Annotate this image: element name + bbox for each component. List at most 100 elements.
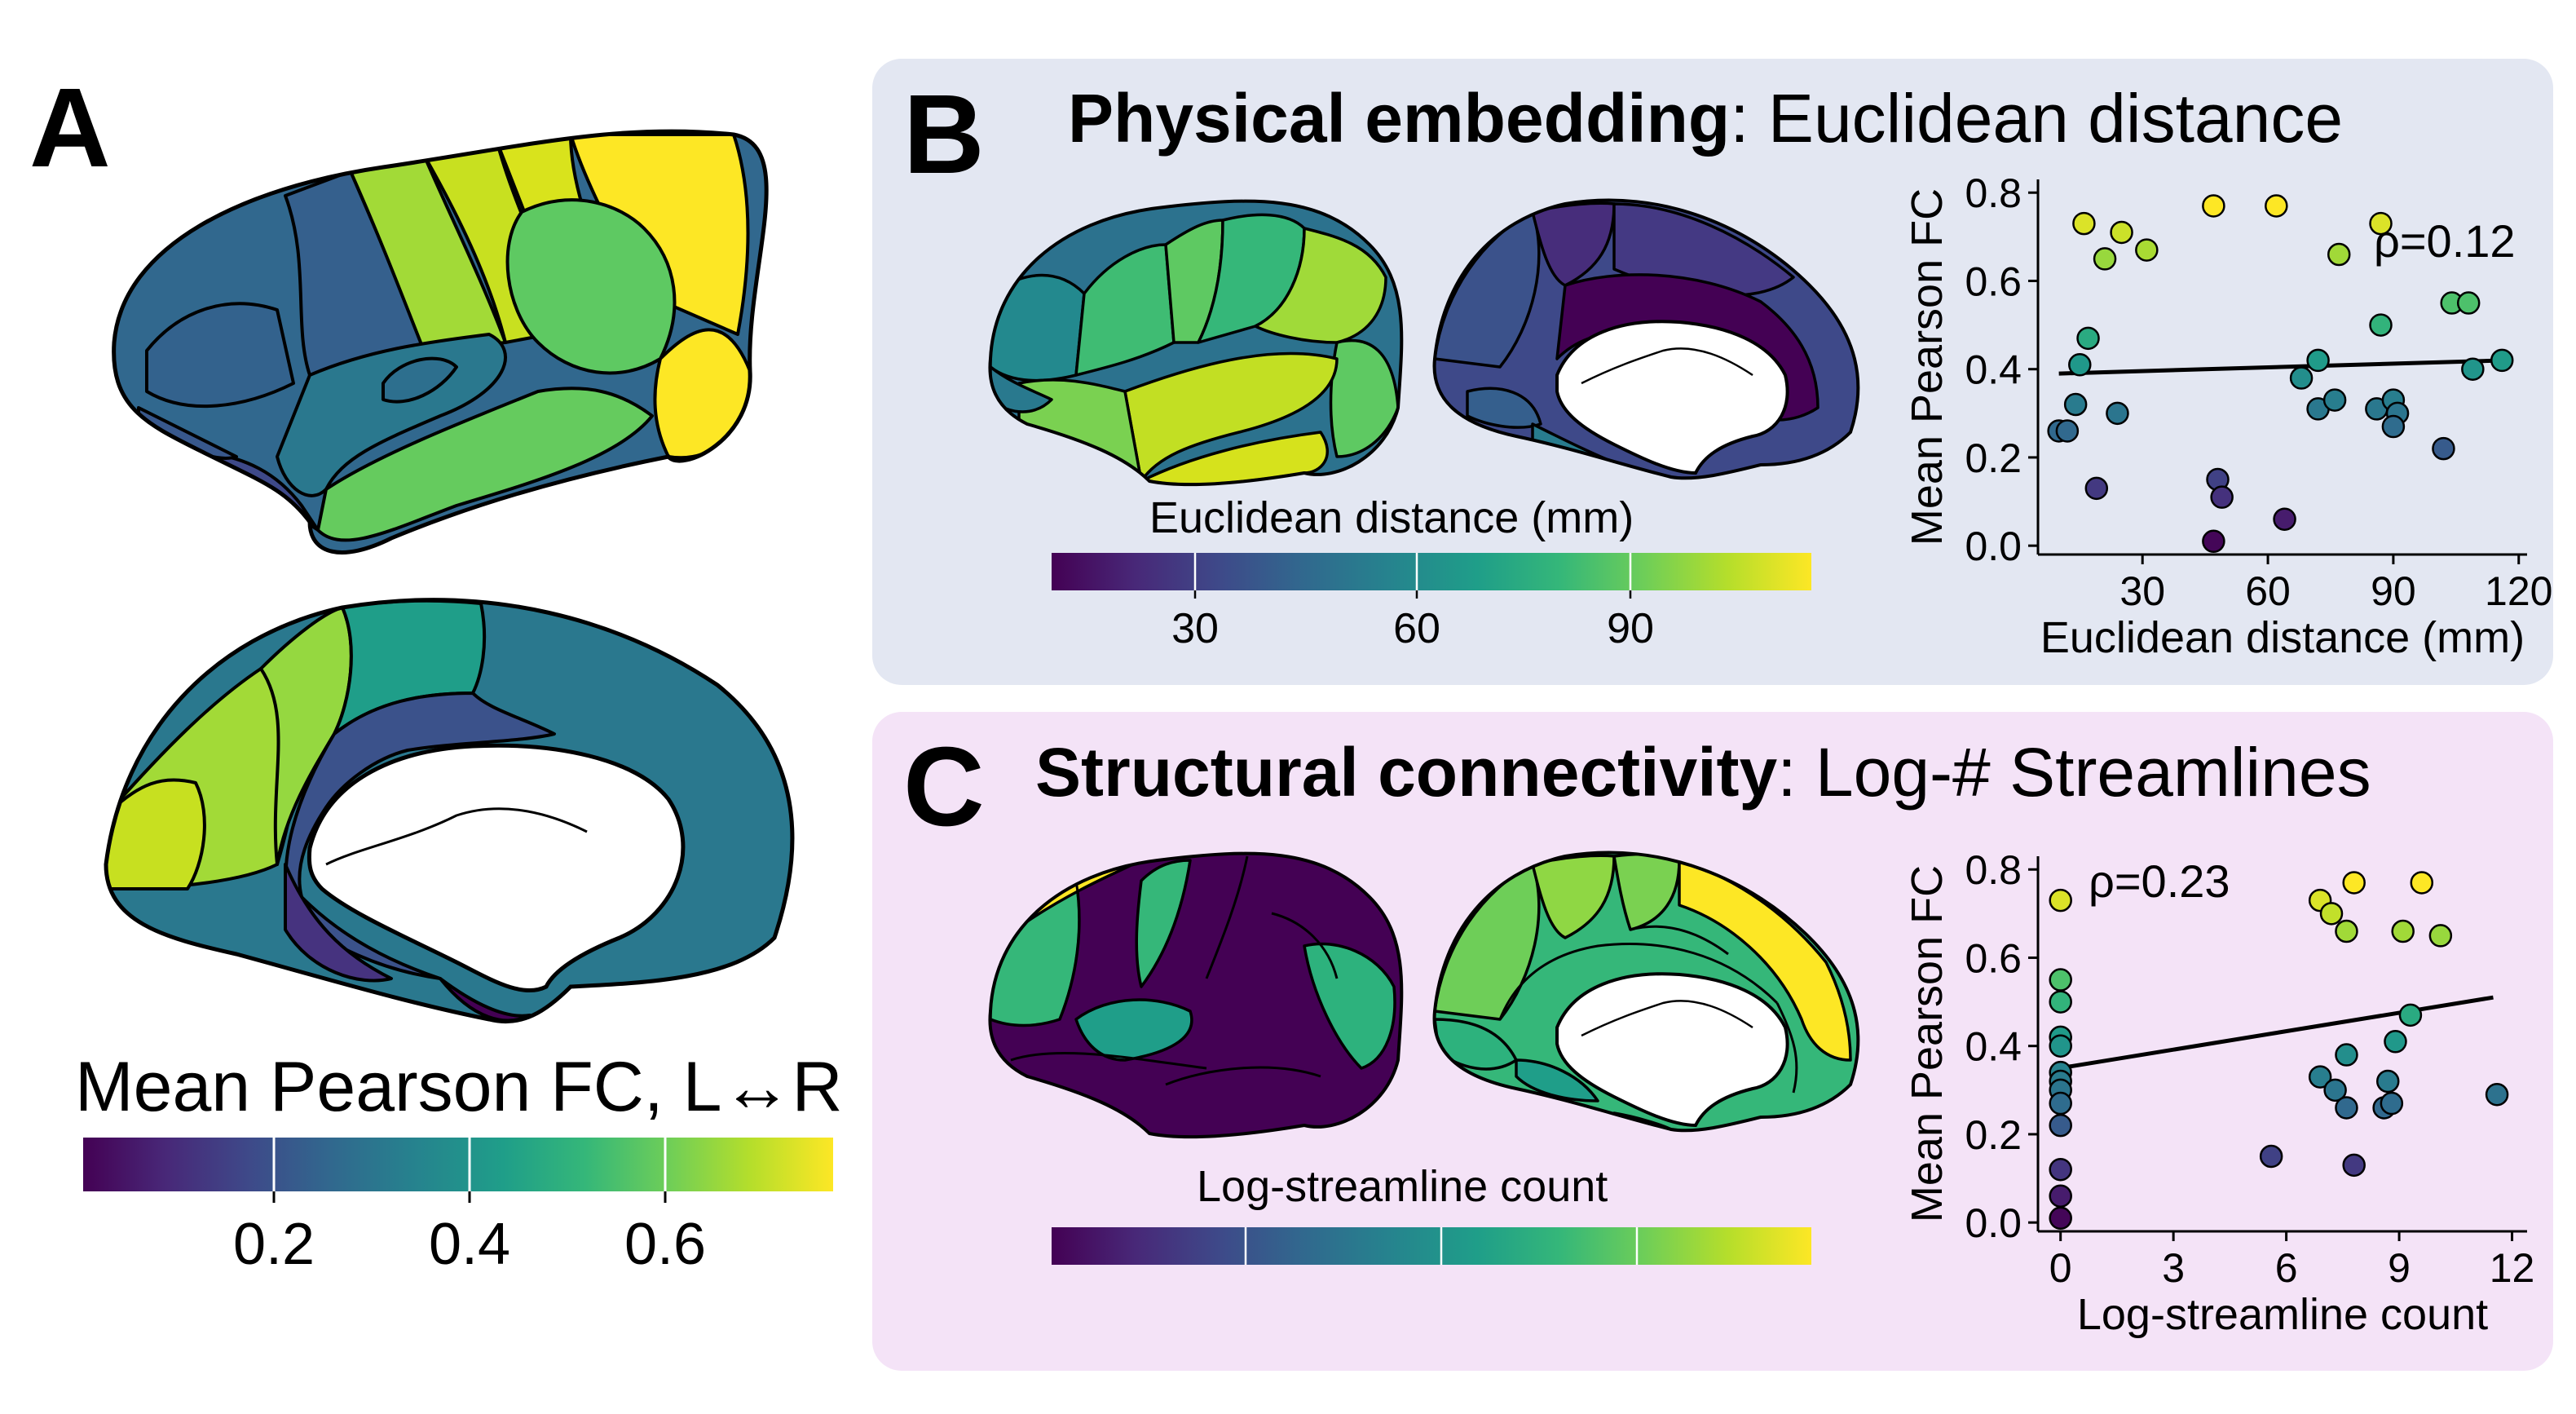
scatter-point bbox=[2342, 1153, 2366, 1178]
panel-c-title-rest: : Log-# Streamlines bbox=[1777, 734, 2371, 811]
scatter-point bbox=[2375, 1069, 2400, 1094]
scatter-point bbox=[2265, 194, 2288, 218]
scatter-point bbox=[2273, 507, 2296, 531]
x-axis-label: Euclidean distance (mm) bbox=[2040, 613, 2525, 662]
x-tick-label: 3 bbox=[2162, 1245, 2185, 1291]
panel-a-colorbar-tick: 0.2 bbox=[233, 1212, 315, 1277]
y-tick-label: 0.4 bbox=[1965, 347, 2022, 393]
scatter-point bbox=[2049, 888, 2072, 912]
scatter-point bbox=[2202, 529, 2225, 554]
scatter-point bbox=[2289, 366, 2314, 390]
scatter-point bbox=[2322, 388, 2347, 412]
scatter-point bbox=[2306, 348, 2330, 373]
x-tick-label: 12 bbox=[2490, 1245, 2535, 1291]
scatter-point bbox=[2063, 392, 2088, 417]
regression-line bbox=[2060, 995, 2494, 1071]
scatter-point bbox=[2485, 1082, 2509, 1107]
scatter-point bbox=[2410, 871, 2434, 895]
scatter-point bbox=[2076, 326, 2100, 351]
scatter-point bbox=[2084, 476, 2109, 501]
scatter-point bbox=[2428, 924, 2453, 948]
scatter-point bbox=[2049, 1113, 2072, 1138]
scatter-point bbox=[2327, 242, 2351, 267]
scatter-point bbox=[2319, 902, 2344, 926]
regression-line bbox=[2058, 358, 2507, 376]
scatter-point bbox=[2391, 919, 2415, 943]
scatter-point bbox=[2369, 211, 2393, 236]
rho-annotation: ρ=0.23 bbox=[2089, 855, 2230, 907]
y-axis-label: Mean Pearson FC bbox=[1903, 865, 1952, 1222]
scatter-point bbox=[2049, 1184, 2072, 1208]
scatter-point bbox=[2335, 919, 2358, 943]
panel-a-letter: A bbox=[29, 65, 111, 191]
panel-a-colorbar-label: Mean Pearson FC, L↔R bbox=[75, 1048, 843, 1126]
panel-b-letter: B bbox=[903, 72, 985, 197]
y-tick-label: 0.0 bbox=[1965, 1200, 2022, 1246]
panel-c-title: Structural connectivity: Log-# Streamlin… bbox=[1035, 738, 2371, 806]
scatter-point bbox=[2110, 220, 2133, 245]
panel-a-colorbar-tick: 0.6 bbox=[624, 1212, 706, 1277]
scatter-point bbox=[2049, 1206, 2072, 1231]
y-tick-label: 0.2 bbox=[1965, 1112, 2022, 1158]
y-tick-label: 0.4 bbox=[1965, 1024, 2022, 1070]
scatter-point bbox=[2049, 990, 2072, 1014]
y-tick-label: 0.0 bbox=[1965, 524, 2022, 569]
scatter-point bbox=[2369, 313, 2393, 337]
panel-b-colorbar-label: Euclidean distance (mm) bbox=[1149, 493, 1634, 542]
scatter-point bbox=[2135, 238, 2159, 262]
y-tick-label: 0.8 bbox=[1965, 170, 2022, 216]
scatter-point bbox=[2049, 1091, 2072, 1116]
scatter-point bbox=[2259, 1144, 2283, 1169]
x-tick-label: 0 bbox=[2049, 1245, 2072, 1291]
panel-c-colorbar-label: Log-streamline count bbox=[1197, 1162, 1608, 1211]
panel-c-letter: C bbox=[903, 724, 985, 850]
y-tick-label: 0.2 bbox=[1965, 435, 2022, 481]
scatter-point bbox=[2490, 348, 2514, 373]
x-axis-label: Log-streamline count bbox=[2077, 1290, 2488, 1339]
x-tick-label: 6 bbox=[2275, 1245, 2298, 1291]
x-tick-label: 120 bbox=[2485, 568, 2552, 614]
panel-b-title: Physical embedding: Euclidean distance bbox=[1068, 84, 2343, 152]
panel-b-colorbar-tick: 60 bbox=[1393, 605, 1440, 652]
panel-b-colorbar-tick: 90 bbox=[1607, 605, 1654, 652]
scatter-point bbox=[2049, 1157, 2072, 1182]
scatter-point bbox=[2049, 1034, 2072, 1058]
panel-c-title-bold: Structural connectivity bbox=[1035, 734, 1778, 811]
x-tick-label: 30 bbox=[2119, 568, 2165, 614]
scatter-point bbox=[2432, 436, 2455, 461]
scatter-point bbox=[2072, 211, 2096, 236]
panel-b-colorbar-tick: 30 bbox=[1171, 605, 1219, 652]
y-tick-label: 0.6 bbox=[1965, 258, 2022, 304]
y-tick-label: 0.8 bbox=[1965, 847, 2022, 893]
scatter-point bbox=[2335, 1096, 2358, 1120]
scatter-point bbox=[2384, 1030, 2407, 1054]
scatter-point bbox=[2323, 1078, 2347, 1102]
y-tick-label: 0.6 bbox=[1965, 935, 2022, 981]
scatter-point bbox=[2068, 353, 2092, 377]
x-tick-label: 90 bbox=[2371, 568, 2416, 614]
x-tick-label: 60 bbox=[2245, 568, 2291, 614]
rho-annotation: ρ=0.12 bbox=[2374, 215, 2516, 267]
scatter-point bbox=[2308, 1065, 2332, 1089]
scatter-point bbox=[2210, 485, 2234, 509]
scatter-point bbox=[2202, 194, 2225, 218]
scatter-point bbox=[2456, 291, 2481, 315]
y-axis-label: Mean Pearson FC bbox=[1903, 188, 1952, 546]
scatter-point bbox=[2055, 419, 2080, 443]
scatter-point bbox=[2106, 401, 2129, 426]
scatter-point bbox=[2049, 968, 2072, 992]
x-tick-label: 9 bbox=[2388, 1245, 2411, 1291]
panel-a-colorbar-tick: 0.4 bbox=[429, 1212, 510, 1277]
scatter-point bbox=[2342, 871, 2366, 895]
scatter-point bbox=[2398, 1003, 2423, 1027]
scatter-point bbox=[2335, 1043, 2358, 1067]
scatter-point bbox=[2461, 357, 2485, 381]
